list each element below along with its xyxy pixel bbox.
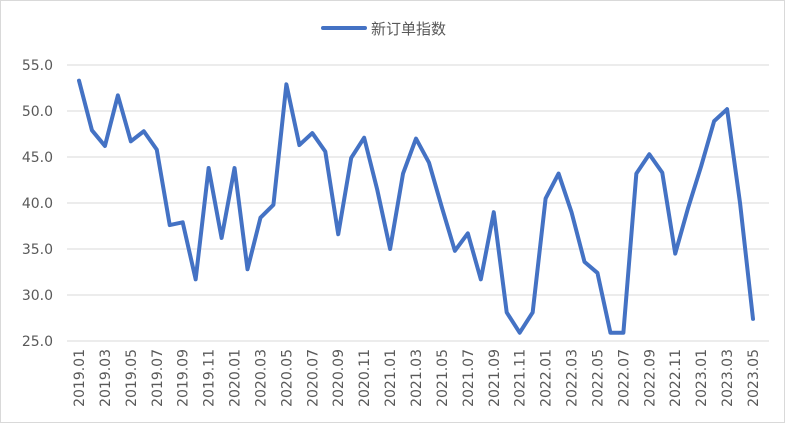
x-tick-label: 2022.11: [668, 349, 684, 407]
data-point: [621, 331, 625, 335]
x-tick-label: 2021.05: [435, 349, 451, 407]
data-point: [570, 210, 574, 214]
data-point: [531, 310, 535, 314]
data-point: [595, 271, 599, 275]
x-tick-label: 2020.03: [253, 349, 269, 407]
data-point: [155, 148, 159, 152]
data-point: [492, 210, 496, 214]
x-tick-label: 2019.07: [150, 349, 166, 407]
x-tick-label: 2023.01: [694, 349, 710, 407]
data-point: [336, 232, 340, 236]
x-tick-label: 2021.09: [487, 349, 503, 407]
y-tick-label: 40.0: [22, 196, 53, 212]
data-point: [505, 310, 509, 314]
legend-label-new-orders: 新订单指数: [371, 20, 446, 38]
data-point: [751, 317, 755, 321]
data-point: [673, 252, 677, 256]
data-point: [427, 161, 431, 165]
data-point: [660, 171, 664, 175]
data-point: [518, 331, 522, 335]
data-point: [738, 201, 742, 205]
data-point: [453, 249, 457, 253]
x-tick-label: 2020.01: [228, 349, 244, 407]
y-axis: 25.0 30.0 35.0 40.0 45.0 50.0 55.0: [22, 58, 53, 350]
x-tick-label: 2023.03: [720, 349, 736, 407]
x-tick-label: 2021.03: [409, 349, 425, 407]
data-point: [712, 119, 716, 123]
x-tick-label: 2022.05: [590, 349, 606, 407]
data-point: [297, 143, 301, 147]
x-axis: 2019.01 2019.03 2019.05 2019.07 2019.09 2019.…: [72, 349, 762, 407]
y-tick-label: 50.0: [22, 104, 53, 120]
data-point: [686, 206, 690, 210]
data-point: [129, 139, 133, 143]
data-point: [401, 172, 405, 176]
data-point: [647, 152, 651, 156]
x-tick-label: 2019.09: [176, 349, 192, 407]
data-point: [116, 93, 120, 97]
data-point: [583, 260, 587, 264]
x-tick-label: 2019.03: [98, 349, 114, 407]
y-tick-label: 30.0: [22, 288, 53, 304]
x-tick-label: 2022.09: [642, 349, 658, 407]
x-tick-label: 2019.01: [72, 349, 88, 407]
data-point: [466, 231, 470, 235]
data-point: [699, 164, 703, 168]
x-tick-label: 2021.01: [383, 349, 399, 407]
y-tick-label: 35.0: [22, 242, 53, 258]
data-point: [388, 247, 392, 251]
data-point: [725, 107, 729, 111]
data-point: [375, 187, 379, 191]
y-gridlines: [67, 64, 769, 342]
data-point: [349, 156, 353, 160]
y-tick-label: 25.0: [22, 334, 53, 350]
data-point: [207, 166, 211, 170]
data-point: [142, 129, 146, 133]
series-layer: [77, 78, 755, 335]
data-point: [414, 137, 418, 141]
x-tick-label: 2023.05: [746, 349, 762, 407]
data-point: [168, 223, 172, 227]
data-point: [310, 131, 314, 135]
data-point: [479, 277, 483, 281]
y-tick-label: 55.0: [22, 58, 53, 74]
data-point: [362, 136, 366, 140]
y-tick-label: 45.0: [22, 150, 53, 166]
data-point: [284, 82, 288, 86]
data-point: [90, 128, 94, 132]
data-point: [557, 172, 561, 176]
series-line-new-orders: [77, 78, 755, 335]
data-point: [233, 166, 237, 170]
data-point: [258, 216, 262, 220]
x-tick-label: 2019.05: [124, 349, 140, 407]
data-point: [271, 203, 275, 207]
x-tick-label: 2022.07: [616, 349, 632, 407]
data-point: [194, 277, 198, 281]
x-tick-label: 2021.07: [461, 349, 477, 407]
legend: 新订单指数: [321, 20, 446, 38]
data-point: [634, 172, 638, 176]
x-tick-label: 2022.01: [539, 349, 555, 407]
x-tick-label: 2020.07: [305, 349, 321, 407]
x-tick-label: 2022.03: [565, 349, 581, 407]
x-tick-label: 2019.11: [202, 349, 218, 407]
data-point: [103, 144, 107, 148]
data-point: [246, 267, 250, 271]
data-point: [323, 149, 327, 153]
data-point: [181, 220, 185, 224]
data-point: [77, 79, 81, 83]
data-point: [544, 196, 548, 200]
data-point: [608, 331, 612, 335]
x-tick-label: 2020.09: [331, 349, 347, 407]
data-point: [440, 206, 444, 210]
x-tick-label: 2021.11: [513, 349, 529, 407]
data-point: [220, 236, 224, 240]
x-tick-label: 2020.11: [357, 349, 373, 407]
x-tick-label: 2020.05: [279, 349, 295, 407]
